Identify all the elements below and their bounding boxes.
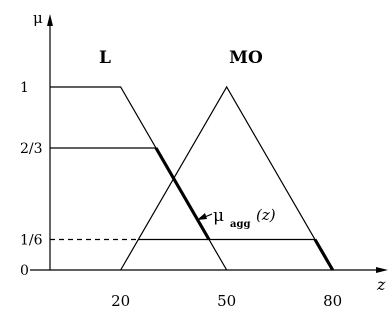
aggregate-label-mu: μ: [213, 206, 224, 226]
aggregate-label-arg: (z): [256, 206, 276, 224]
series-lines: [50, 85, 335, 271]
y-tick-label: 2/3: [20, 141, 43, 157]
y-axis-arrow: [47, 14, 53, 26]
x-tick-label: 80: [323, 292, 342, 310]
series-line-l: [50, 86, 228, 271]
aggregate-pointer-arrowhead: [197, 213, 207, 220]
x-axis-label: z: [376, 275, 386, 294]
series-line-mo: [120, 85, 334, 271]
x-tick-label: 20: [111, 292, 130, 310]
y-tick-label: 1/6: [20, 232, 43, 248]
x-tick-label: 50: [217, 292, 236, 310]
y-tick-label: 0: [20, 263, 29, 279]
aggregate-segment: [313, 238, 335, 271]
y-axis-label: μ: [33, 9, 43, 27]
axes: [30, 14, 388, 273]
aggregate-segment: [154, 147, 211, 241]
x-axis-arrow: [376, 267, 388, 273]
series-label-mo: MO: [229, 48, 263, 68]
y-tick-label: 1: [20, 80, 29, 96]
series-label-l: L: [99, 48, 111, 68]
aggregate-label-sub: agg: [230, 219, 250, 230]
